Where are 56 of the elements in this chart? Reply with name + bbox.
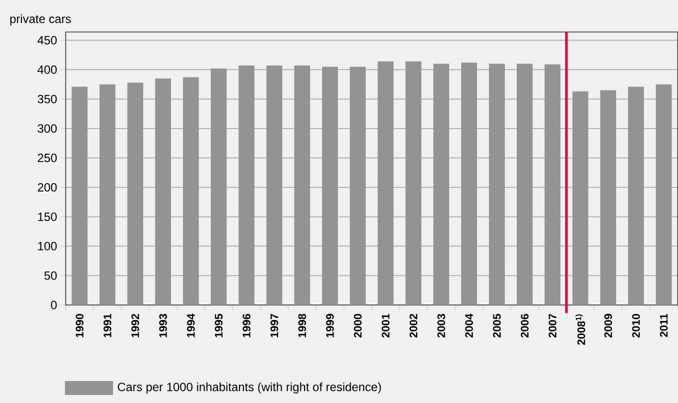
y-tick-label: 200 <box>38 183 57 192</box>
legend-label: Cars per 1000 inhabitants (with right of residence) <box>118 382 381 394</box>
x-tick-label: 1996 <box>242 314 250 338</box>
x-tick-label: 1998 <box>298 314 306 338</box>
bar <box>461 62 477 305</box>
x-tick-label: 2008$^{1)}$ <box>576 314 586 345</box>
bar <box>127 82 144 305</box>
y-tick-label: 100 <box>38 242 57 250</box>
bar <box>100 84 116 305</box>
bar <box>488 64 505 305</box>
bar <box>600 90 616 305</box>
y-tick-label: 150 <box>38 212 57 221</box>
bar <box>266 66 282 305</box>
x-tick-label: 2004 <box>465 314 473 338</box>
x-tick-label: 2000 <box>354 314 362 338</box>
x-tick-label: 1994 <box>187 314 195 338</box>
x-tick-label: 2010 <box>632 314 640 338</box>
x-tick-label: 2005 <box>493 314 501 338</box>
bar <box>182 77 199 305</box>
y-tick-label: 50 <box>44 271 57 280</box>
x-tick-label: 1992 <box>131 314 140 338</box>
x-tick-label: 1991 <box>104 314 112 338</box>
y-tick-label: 350 <box>38 94 57 104</box>
bar <box>238 66 254 305</box>
x-tick-label: 2007 <box>548 314 556 338</box>
y-tick-label: 250 <box>38 154 57 162</box>
x-tick-label: 2011 <box>660 314 668 337</box>
y-tick-label: 300 <box>38 124 57 133</box>
bar <box>656 84 672 305</box>
y-tick-label: 0 <box>51 300 57 310</box>
x-tick-label: 1995 <box>214 314 223 338</box>
y-tick-label: 450 <box>38 36 57 44</box>
bar <box>155 78 171 305</box>
x-tick-label: 2006 <box>520 314 529 338</box>
bar <box>322 66 338 305</box>
bar <box>350 66 366 305</box>
bar <box>516 64 533 305</box>
bar <box>72 86 88 305</box>
bar <box>294 66 310 305</box>
y-axis-title: private cars <box>10 14 71 26</box>
x-tick-label: 2002 <box>410 314 418 338</box>
bar <box>544 64 560 305</box>
x-tick-label: 2009 <box>604 314 612 338</box>
bar <box>378 61 394 305</box>
y-tick-label: 400 <box>38 65 57 74</box>
bar <box>433 64 450 305</box>
x-tick-label: 2003 <box>437 314 446 338</box>
x-tick-label: 1999 <box>326 314 334 338</box>
x-tick-label: 2001 <box>382 314 390 338</box>
x-tick-label: 1990 <box>76 314 84 338</box>
bar <box>628 86 644 305</box>
x-tick-label: 1997 <box>270 314 278 338</box>
bar <box>210 68 227 305</box>
bar <box>572 91 588 305</box>
x-tick-label: 1993 <box>159 314 167 338</box>
bar <box>406 61 422 305</box>
